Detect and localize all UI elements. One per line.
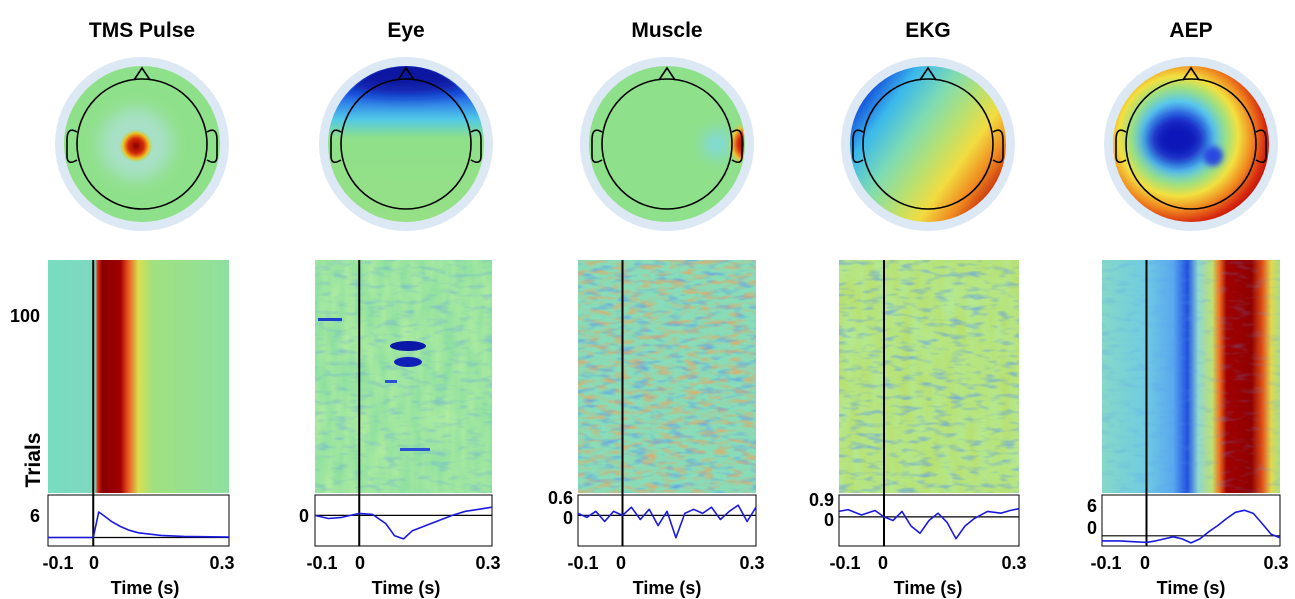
head-outline — [591, 66, 743, 210]
erp-tick-label: 0 — [1087, 518, 1097, 538]
head-outline — [852, 66, 1004, 210]
panel-title: Eye — [387, 19, 424, 42]
x-axis-label: Time (s) — [372, 578, 441, 598]
x-axis-label: Time (s) — [894, 578, 963, 598]
x-tick-label: 0 — [616, 553, 626, 573]
x-tick-label: 0.3 — [475, 553, 500, 573]
erp-tick-label: 6 — [30, 506, 40, 526]
topomap-aep — [1104, 57, 1278, 231]
erp-tick-label: 0 — [563, 508, 573, 528]
erp-axes-box — [47, 494, 230, 547]
erp-tick-label: 6 — [1087, 496, 1097, 516]
x-tick-label: 0 — [355, 553, 365, 573]
x-tick-label: 0.3 — [209, 553, 234, 573]
erp-tick-label: 0.6 — [548, 488, 573, 508]
erp-axes-box — [1101, 494, 1281, 547]
x-tick-label: 0 — [89, 553, 99, 573]
y-axis-label: Trials — [22, 433, 45, 488]
head-outline — [1115, 66, 1267, 210]
erp-series-line — [1102, 509, 1281, 544]
erp-layer — [47, 260, 1281, 547]
x-tick-label: -0.1 — [306, 553, 337, 573]
panel-title: EKG — [905, 19, 951, 42]
panel-title: AEP — [1169, 19, 1212, 42]
erp-tick-label: 0 — [299, 506, 309, 526]
x-tick-label: 0.3 — [1263, 553, 1288, 573]
x-tick-label: 0 — [878, 553, 888, 573]
y-tick-label: 100 — [10, 306, 40, 326]
trial-image-ekg — [839, 260, 1019, 493]
erp-series-line — [314, 506, 493, 540]
trial-image-muscle — [578, 260, 756, 493]
head-outline — [330, 66, 482, 210]
erp-tick-label: 0 — [824, 510, 834, 530]
x-tick-label: 0 — [1140, 553, 1150, 573]
x-tick-label: -0.1 — [1090, 553, 1121, 573]
erp-axes-box — [314, 494, 493, 547]
trial-image-eye — [315, 260, 492, 493]
x-tick-label: 0.3 — [1001, 553, 1026, 573]
erp-series-line — [48, 511, 230, 539]
topomap-muscle — [580, 57, 754, 231]
erp-series-line — [838, 507, 1020, 540]
trial-image-aep — [1102, 260, 1280, 493]
head-outline — [66, 66, 218, 210]
x-tick-label: -0.1 — [829, 553, 860, 573]
erp-series-line — [577, 504, 757, 539]
erp-tick-label: 0.9 — [809, 490, 834, 510]
topomap-tms — [55, 57, 229, 231]
topomap-eye — [319, 57, 493, 231]
x-axis-label: Time (s) — [633, 578, 702, 598]
panel-title: Muscle — [631, 19, 702, 42]
x-axis-label: Time (s) — [1157, 578, 1226, 598]
panel-title: TMS Pulse — [89, 19, 195, 42]
topomap-ekg — [841, 57, 1015, 231]
x-tick-label: -0.1 — [42, 553, 73, 573]
x-axis-label: Time (s) — [111, 578, 180, 598]
x-tick-label: -0.1 — [567, 553, 598, 573]
x-tick-label: 0.3 — [739, 553, 764, 573]
erp-axes-box — [577, 494, 757, 547]
trial-image-tms — [48, 260, 229, 493]
